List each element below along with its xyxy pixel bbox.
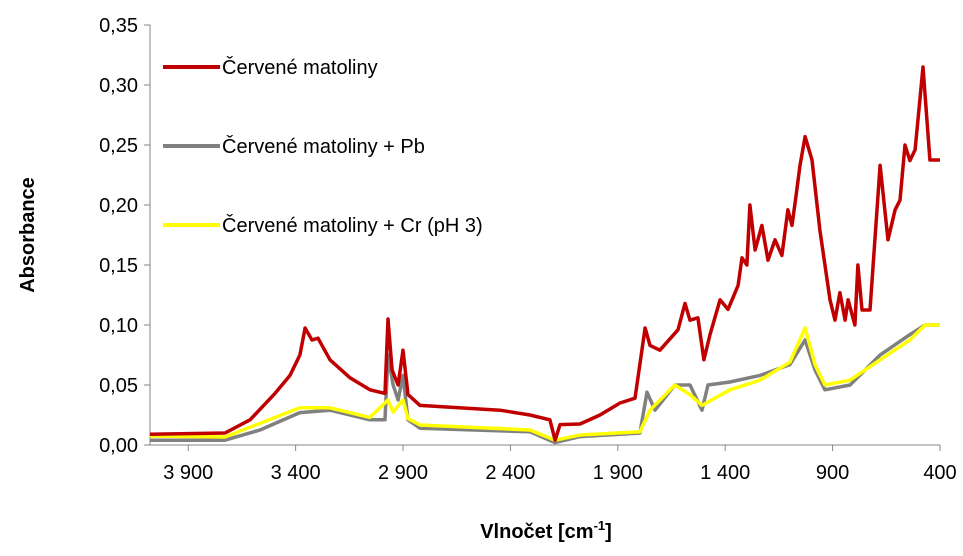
x-tick-label: 3 900: [163, 462, 213, 484]
y-tick-label: 0,20: [99, 195, 138, 217]
y-tick-label: 0,10: [99, 315, 138, 337]
legend-label: Červené matoliny: [222, 56, 378, 79]
series-line: [149, 323, 940, 442]
legend-label: Červené matoliny + Pb: [222, 135, 425, 158]
x-tick-label: 400: [923, 462, 956, 484]
y-tick-label: 0,30: [99, 75, 138, 97]
x-tick-label: 1 400: [700, 462, 750, 484]
legend-label: Červené matoliny + Cr (pH 3): [222, 214, 483, 237]
x-label-text: Vlnočet [cm: [480, 521, 593, 543]
y-axis-label: Absorbance: [17, 177, 39, 293]
x-tick-label: 3 400: [271, 462, 321, 484]
x-label-sup: -1: [594, 518, 606, 533]
x-tick-label: 2 400: [485, 462, 535, 484]
y-tick-label: 0,05: [99, 375, 138, 397]
y-tick-label: 0,00: [99, 435, 138, 457]
y-tick-label: 0,25: [99, 135, 138, 157]
series-line: [150, 323, 940, 445]
y-tick-label: 0,15: [99, 255, 138, 277]
x-tick-label: 1 900: [593, 462, 643, 484]
series-line: [149, 65, 940, 442]
y-tick-label: 0,35: [99, 15, 138, 37]
x-label-end: ]: [605, 521, 612, 543]
x-tick-label: 900: [816, 462, 849, 484]
x-axis-label: Vlnočet [cm-1]: [480, 518, 612, 543]
x-tick-label: 2 900: [378, 462, 428, 484]
